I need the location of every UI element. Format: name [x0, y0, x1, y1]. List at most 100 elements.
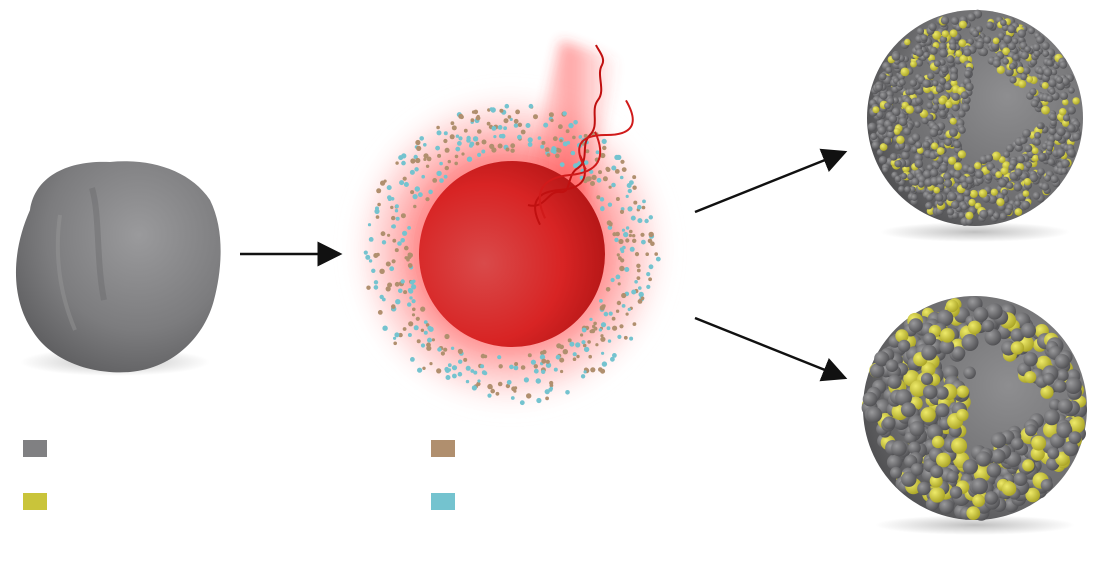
precursor-particle [600, 334, 604, 338]
gray-cluster [1001, 189, 1008, 196]
gray-cluster [1035, 35, 1044, 44]
gray-cluster [967, 13, 976, 22]
yellow-cluster [972, 494, 985, 507]
gray-cluster [898, 185, 905, 193]
precursor-particle [423, 330, 428, 335]
gray-cluster [897, 339, 911, 353]
yellow-cluster [904, 38, 911, 46]
gray-cluster [932, 97, 941, 106]
yellow-cluster [1031, 147, 1039, 155]
precursor-particle [517, 134, 522, 140]
precursor-particle [565, 129, 570, 134]
precursor-particle [423, 320, 428, 324]
precursor-particle [570, 150, 576, 156]
gray-cluster [909, 79, 918, 87]
precursor-particle [425, 164, 430, 168]
precursor-particle [527, 142, 533, 147]
precursor-particle [596, 195, 601, 200]
precursor-particle [425, 197, 430, 202]
gray-cluster [915, 97, 923, 105]
yellow-cluster [893, 128, 901, 135]
precursor-particle [415, 139, 421, 146]
precursor-particle [471, 110, 476, 114]
gray-cluster [1042, 50, 1050, 57]
precursor-particle [454, 154, 459, 159]
precursor-particle [627, 206, 633, 212]
precursor-particle [477, 129, 482, 134]
gray-cluster [927, 93, 935, 101]
precursor-particle [633, 200, 638, 205]
precursor-particle [373, 285, 379, 290]
precursor-particle [440, 351, 445, 356]
gray-cluster [898, 79, 906, 86]
yellow-cluster [940, 328, 955, 343]
precursor-particle [509, 364, 514, 370]
precursor-particle [403, 290, 408, 295]
precursor-particle [562, 349, 568, 355]
precursor-particle [379, 294, 384, 300]
precursor-particle [480, 364, 485, 369]
gray-cluster [1003, 35, 1012, 44]
precursor-particle [379, 268, 385, 274]
precursor-particle [377, 310, 383, 315]
gray-cluster [988, 194, 998, 204]
gray-cluster [1067, 105, 1076, 115]
yellow-cluster [1026, 76, 1034, 83]
precursor-particle [390, 205, 394, 210]
precursor-particle [391, 304, 396, 309]
gray-cluster [913, 121, 921, 128]
yellow-cluster [958, 39, 967, 47]
gray-cluster [951, 346, 966, 360]
precursor-particle [621, 167, 627, 173]
gray-cluster [985, 21, 994, 30]
precursor-particle [506, 379, 512, 385]
gray-cluster [898, 117, 908, 126]
precursor-particle [614, 169, 620, 174]
precursor-particle [443, 131, 448, 136]
gray-cluster [1014, 200, 1021, 207]
precursor-particle [426, 345, 432, 351]
precursor-particle [387, 282, 393, 288]
precursor-particle [602, 176, 608, 182]
precursor-particle [593, 321, 597, 326]
gray-cluster [951, 200, 960, 209]
gray-cluster [882, 416, 896, 430]
precursor-particle [475, 141, 480, 146]
gray-cluster [941, 66, 948, 74]
precursor-particle [583, 370, 587, 374]
precursor-particle [415, 316, 420, 321]
gray-cluster [1005, 67, 1014, 77]
yellow-cluster [1062, 99, 1069, 106]
precursor-particle [612, 232, 617, 237]
precursor-particle [533, 364, 538, 369]
precursor-particle [409, 296, 413, 300]
precursor-particle [423, 153, 429, 159]
yellow-cluster [1040, 385, 1054, 399]
precursor-particle [476, 114, 480, 119]
gray-cluster [915, 59, 924, 67]
gray-cluster [1032, 191, 1041, 200]
precursor-particle [471, 385, 477, 391]
precursor-particle [562, 111, 567, 116]
precursor-particle [620, 159, 625, 164]
precursor-particle [568, 122, 574, 129]
gray-cluster [932, 80, 939, 87]
yellow-cluster [896, 135, 905, 144]
precursor-particle [600, 336, 606, 342]
precursor-particle [487, 393, 492, 398]
precursor-particle [414, 186, 420, 192]
precursor-particle [483, 371, 488, 376]
gray-cluster [920, 34, 928, 42]
precursor-particle [638, 286, 642, 290]
precursor-particle [536, 397, 542, 404]
gray-cluster [938, 109, 947, 118]
yellow-cluster [996, 198, 1005, 207]
precursor-particle [589, 317, 593, 321]
precursor-particle [646, 284, 651, 289]
precursor-particle [601, 138, 607, 144]
precursor-particle [582, 343, 587, 348]
precursor-particle [629, 246, 635, 252]
gray-cluster [1002, 58, 1009, 65]
gray-cluster [923, 51, 930, 59]
gray-cluster [886, 454, 903, 470]
